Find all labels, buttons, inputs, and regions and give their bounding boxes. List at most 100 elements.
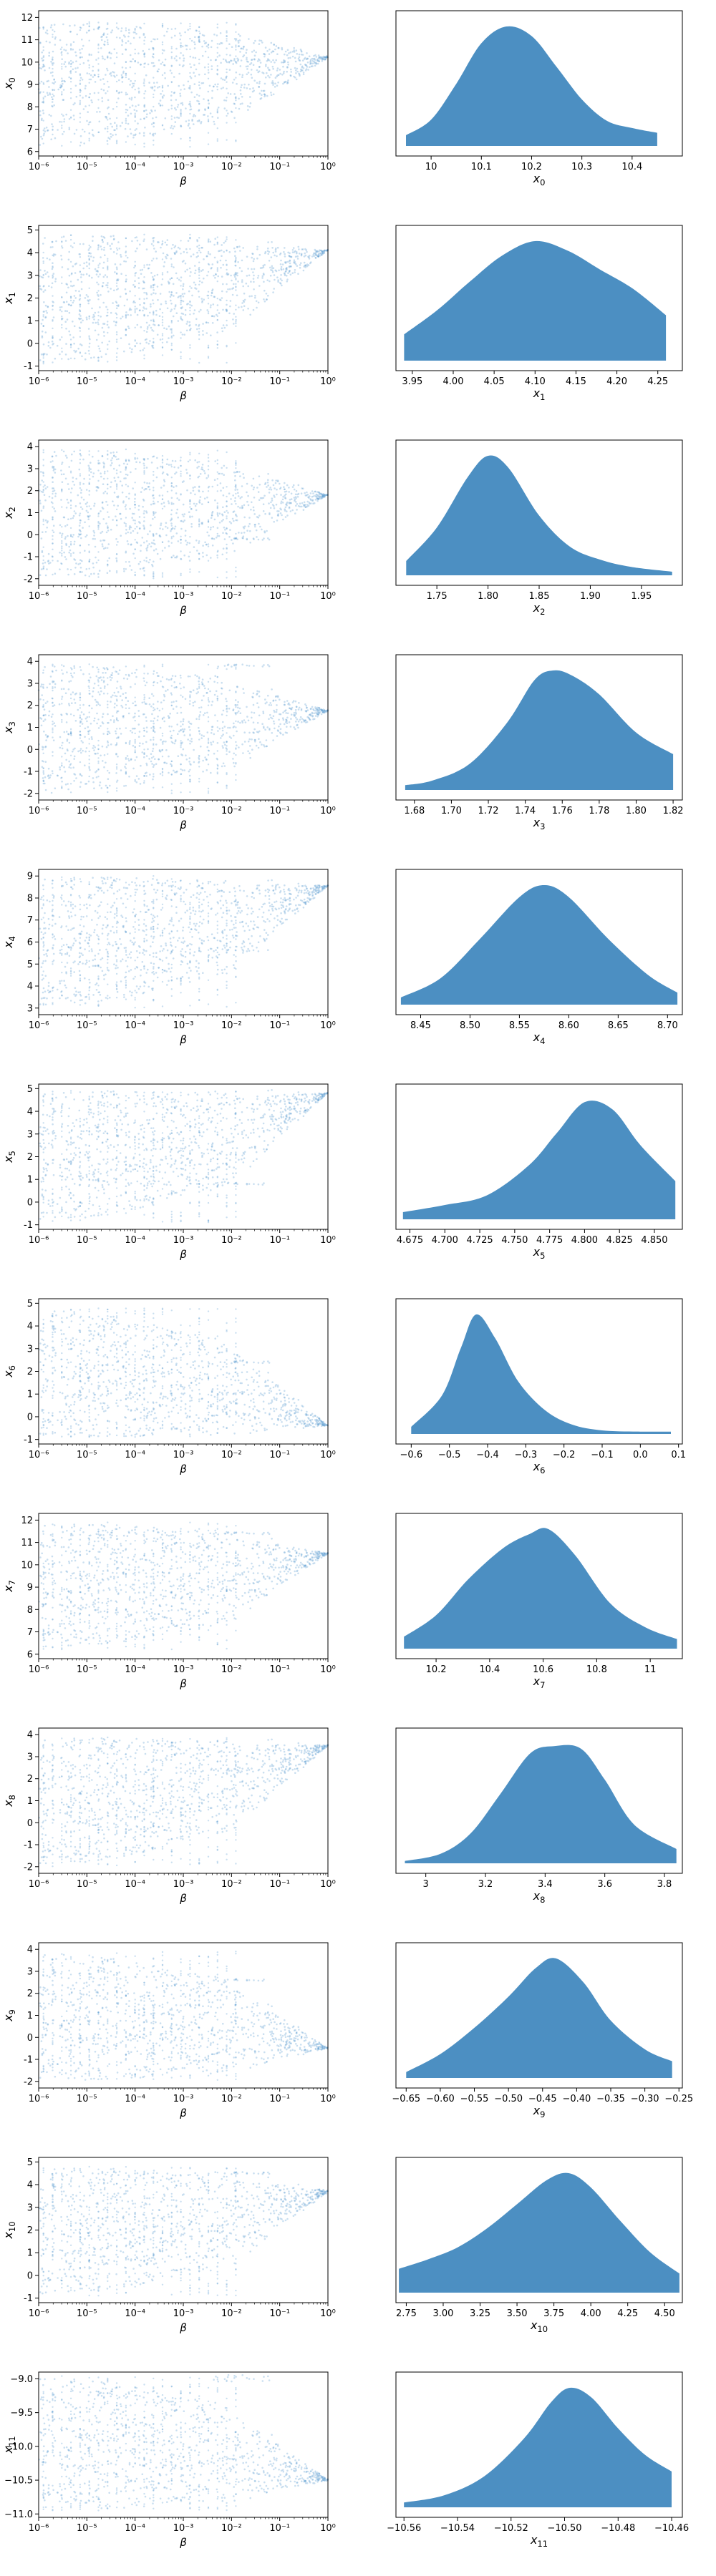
trace-point — [168, 281, 170, 284]
trace-point — [47, 275, 50, 278]
trace-point — [263, 273, 265, 276]
trace-point — [98, 26, 100, 29]
trace-point — [46, 92, 49, 94]
trace-point — [86, 72, 89, 74]
trace-point — [72, 536, 74, 538]
trace-point — [198, 283, 200, 286]
trace-point — [43, 65, 46, 67]
trace-point — [153, 96, 155, 99]
trace-point — [42, 355, 44, 357]
trace-point — [143, 39, 145, 42]
trace-point — [125, 67, 127, 69]
trace-point — [181, 102, 183, 104]
trace-point — [54, 81, 57, 83]
trace-point — [115, 359, 118, 361]
trace-point — [170, 308, 173, 311]
trace-point — [308, 258, 311, 260]
trace-point — [227, 663, 230, 665]
trace-point — [90, 723, 92, 725]
trace-point — [232, 511, 235, 513]
trace-point — [189, 300, 191, 303]
trace-point — [153, 144, 155, 146]
trace-point — [158, 324, 160, 326]
x-tick-label: 10⁰ — [320, 162, 336, 172]
trace-point — [178, 278, 180, 281]
trace-point — [189, 102, 191, 104]
trace-point — [112, 235, 115, 237]
trace-point — [274, 278, 276, 281]
trace-point — [97, 450, 100, 452]
trace-point — [279, 263, 282, 265]
trace-point — [267, 473, 269, 475]
trace-point — [158, 102, 160, 105]
trace-point — [127, 29, 130, 31]
trace-point — [248, 83, 250, 86]
trace-point — [204, 50, 207, 53]
trace-point — [153, 53, 155, 55]
trace-point — [223, 326, 226, 329]
trace-point — [216, 262, 218, 264]
trace-point — [303, 58, 306, 60]
trace-point — [65, 113, 67, 116]
trace-point — [143, 313, 145, 316]
trace-point — [150, 727, 153, 729]
y-tick-label: 2 — [27, 486, 33, 497]
trace-point — [165, 522, 168, 525]
trace-point — [122, 72, 125, 74]
trace-point — [73, 672, 75, 674]
trace-point — [189, 28, 191, 30]
trace-point — [105, 761, 107, 764]
trace-point — [61, 562, 63, 565]
trace-point — [201, 523, 203, 525]
trace-point — [235, 322, 237, 325]
trace-point — [47, 560, 50, 562]
trace-point — [191, 119, 193, 122]
trace-point — [67, 286, 69, 289]
trace-point — [127, 313, 129, 316]
trace-point — [79, 552, 82, 554]
trace-point — [161, 44, 164, 46]
trace-point — [203, 66, 206, 69]
trace-point — [103, 44, 106, 47]
trace-point — [180, 318, 183, 321]
trace-point — [87, 255, 90, 258]
trace-point — [246, 500, 248, 503]
trace-point — [48, 285, 50, 288]
trace-point — [248, 752, 251, 755]
trace-point — [192, 57, 195, 59]
trace-point — [125, 469, 127, 471]
trace-point — [42, 449, 44, 452]
trace-point — [139, 567, 142, 570]
x-axis-label: x2 — [533, 601, 546, 617]
trace-point — [115, 484, 118, 487]
trace-point — [294, 260, 296, 263]
trace-point — [200, 298, 203, 300]
trace-point — [61, 311, 63, 313]
trace-point — [298, 706, 301, 709]
trace-point — [239, 34, 241, 37]
trace-point — [243, 731, 246, 733]
trace-point — [231, 293, 234, 296]
trace-point — [235, 39, 237, 42]
trace-point — [41, 694, 43, 696]
trace-point — [42, 523, 44, 526]
trace-point — [243, 298, 246, 301]
trace-point — [153, 542, 155, 545]
trace-point — [272, 84, 274, 86]
trace-point — [73, 284, 75, 287]
trace-point — [134, 237, 136, 239]
trace-point — [107, 106, 110, 109]
trace-point — [166, 527, 169, 530]
trace-point — [241, 76, 243, 78]
trace-point — [115, 125, 118, 128]
trace-point — [273, 44, 276, 46]
trace-point — [51, 282, 54, 285]
trace-point — [61, 323, 63, 326]
trace-point — [196, 688, 198, 691]
trace-point — [213, 85, 215, 88]
trace-point — [235, 31, 237, 33]
trace-point — [312, 492, 314, 494]
trace-point — [298, 72, 300, 75]
trace-point — [289, 265, 291, 268]
trace-point — [147, 267, 150, 270]
